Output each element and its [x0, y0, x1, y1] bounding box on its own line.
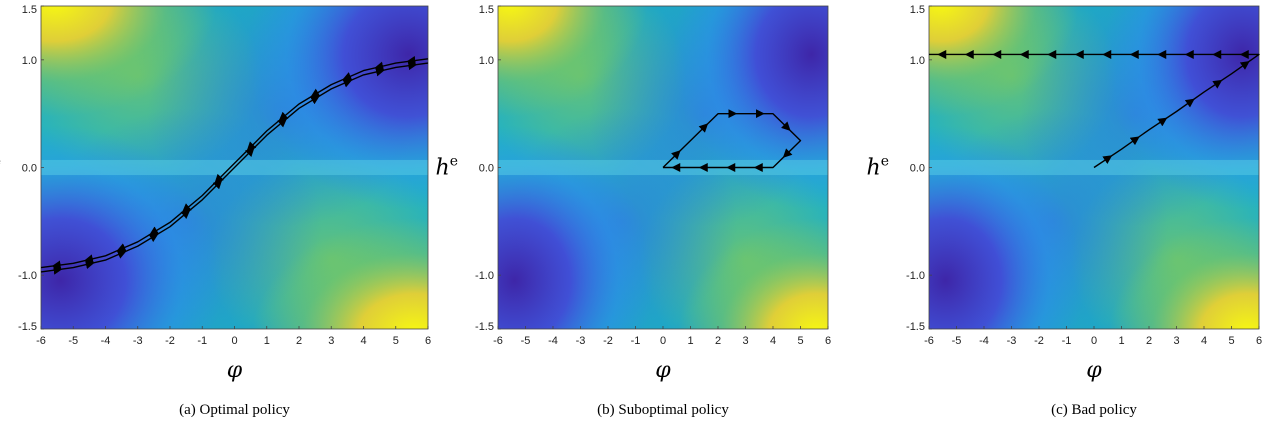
x-tick-label: -5	[952, 335, 962, 347]
x-ticks: -6 -5 -4 -3 -2 -1 0 1 2 3 4 5 6	[36, 326, 431, 347]
x-tick-label: -1	[1062, 335, 1072, 347]
y-tick-label: 1.0	[22, 55, 37, 67]
y-axis-label-superscript: e	[0, 154, 1, 170]
y-axis-label-superscript: e	[881, 154, 889, 170]
x-tick-label: -6	[924, 335, 934, 347]
x-axis-label: φ	[1086, 358, 1102, 383]
trajectory-series	[40, 55, 429, 270]
y-ticks: 1.5 1.0 0.0 -1.0 -1.5	[475, 4, 501, 333]
y-tick-label: 0.0	[479, 163, 494, 175]
x-ticks: -6 -5 -4 -3 -2 -1 0 1 2 3 4 5 6	[493, 326, 831, 347]
y-tick-label: -1.0	[906, 270, 925, 282]
x-tick-label: 4	[1201, 335, 1207, 347]
x-tick-label: -5	[68, 335, 78, 347]
x-tick-label: -5	[521, 335, 531, 347]
y-tick-label: -1.5	[475, 321, 494, 333]
x-tick-label: 0	[660, 335, 666, 347]
x-tick-label: -2	[1034, 335, 1044, 347]
x-tick-label: -2	[165, 335, 175, 347]
y-ticks: 1.5 1.0 0.0 -1.0 -1.5	[18, 4, 44, 333]
trajectory-line	[929, 53, 1260, 169]
x-tick-label: -3	[576, 335, 586, 347]
x-tick-label: 6	[1256, 335, 1262, 347]
heatmap-background	[929, 6, 1259, 329]
panel-suboptimal-policy: -6 -5 -4 -3 -2 -1 0 1 2 3 4 5 6 1.5 1.0 0.0 -1.0 -1.5 φ he (…	[436, 4, 832, 418]
x-tick-label: 2	[296, 335, 302, 347]
x-tick-label: -4	[101, 335, 111, 347]
x-tick-label: 3	[1173, 335, 1179, 347]
y-tick-label: -1.5	[18, 321, 37, 333]
x-tick-label: 4	[770, 335, 776, 347]
x-tick-label: -2	[603, 335, 613, 347]
panel-bad-policy: -6 -5 -4 -3 -2 -1 0 1 2 3 4 5 6 1.5 1.0 0.0 -1.0 -1.5 φ he (…	[867, 4, 1263, 418]
y-tick-label: 1.0	[910, 55, 925, 67]
heatmap-background	[41, 6, 428, 329]
x-tick-label: 2	[1146, 335, 1152, 347]
panel-caption: (a) Optimal policy	[179, 402, 290, 418]
x-tick-label: 5	[393, 335, 399, 347]
y-axis-label-superscript: e	[450, 154, 458, 170]
x-tick-label: -6	[493, 335, 503, 347]
y-tick-label: -1.0	[18, 270, 37, 282]
x-tick-label: 4	[360, 335, 366, 347]
x-tick-label: 2	[715, 335, 721, 347]
x-tick-label: 0	[231, 335, 237, 347]
x-tick-label: 5	[1228, 335, 1234, 347]
x-tick-label: 5	[797, 335, 803, 347]
y-tick-label: 1.5	[479, 4, 494, 16]
x-ticks: -6 -5 -4 -3 -2 -1 0 1 2 3 4 5 6	[924, 326, 1262, 347]
panel-optimal-policy: -6 -5 -4 -3 -2 -1 0 1 2 3 4 5 6 1.5 1.0 0.0 -1.0 -1.5 φ he (…	[0, 4, 431, 418]
x-tick-label: -4	[979, 335, 989, 347]
y-axis-label: he	[436, 154, 458, 181]
y-ticks: 1.5 1.0 0.0 -1.0 -1.5	[906, 4, 932, 333]
y-tick-label: 1.0	[479, 55, 494, 67]
x-tick-label: 6	[425, 335, 431, 347]
trajectory-line	[662, 112, 802, 169]
x-tick-label: -3	[1007, 335, 1017, 347]
trajectory-line	[40, 62, 429, 273]
x-tick-label: -3	[133, 335, 143, 347]
x-tick-label: 1	[1118, 335, 1124, 347]
trajectory-series	[929, 49, 1260, 169]
y-tick-label: -1.0	[475, 270, 494, 282]
x-tick-label: -6	[36, 335, 46, 347]
x-tick-label: 3	[742, 335, 748, 347]
x-tick-label: 1	[264, 335, 270, 347]
panel-caption: (b) Suboptimal policy	[597, 402, 729, 418]
y-tick-label: 0.0	[22, 163, 37, 175]
y-tick-label: 1.5	[910, 4, 925, 16]
x-tick-label: 1	[687, 335, 693, 347]
panel-caption: (c) Bad policy	[1051, 402, 1137, 418]
trajectory-series	[662, 109, 802, 172]
x-tick-label: -1	[631, 335, 641, 347]
y-tick-label: -1.5	[906, 321, 925, 333]
x-tick-label: -4	[548, 335, 558, 347]
y-tick-label: 0.0	[910, 163, 925, 175]
y-axis-label: he	[867, 154, 889, 181]
x-tick-label: 6	[825, 335, 831, 347]
x-axis-label: φ	[227, 358, 243, 383]
trajectory-series	[40, 61, 429, 275]
x-tick-label: 3	[328, 335, 334, 347]
x-axis-label: φ	[655, 358, 671, 383]
y-tick-label: 1.5	[22, 4, 37, 16]
x-tick-label: -1	[197, 335, 207, 347]
x-tick-label: 0	[1091, 335, 1097, 347]
trajectory-line	[40, 58, 429, 269]
y-axis-label: he	[0, 154, 1, 181]
